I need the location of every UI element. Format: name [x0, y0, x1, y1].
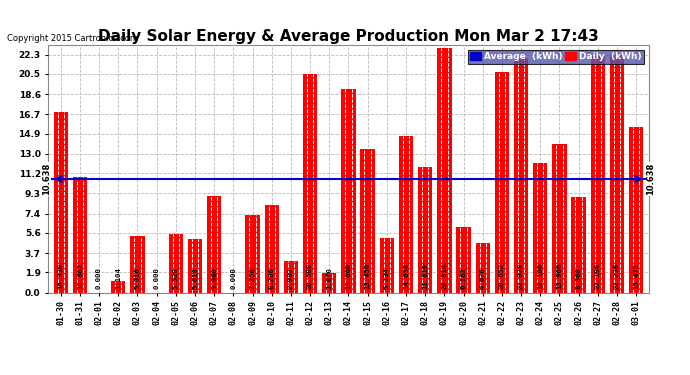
- Bar: [571, 197, 586, 292]
- Bar: [284, 261, 298, 292]
- Text: 10.802: 10.802: [77, 263, 83, 289]
- Bar: [456, 227, 471, 292]
- Text: 1.104: 1.104: [115, 267, 121, 289]
- Text: 10.638: 10.638: [42, 163, 51, 195]
- Text: 9.060: 9.060: [211, 267, 217, 289]
- Text: 5.018: 5.018: [192, 267, 198, 289]
- Text: 16.930: 16.930: [58, 263, 63, 289]
- Text: 5.528: 5.528: [172, 267, 179, 289]
- Text: 13.966: 13.966: [556, 263, 562, 289]
- Bar: [72, 177, 87, 292]
- Text: 8.206: 8.206: [268, 267, 275, 289]
- Bar: [418, 166, 433, 292]
- Bar: [188, 239, 202, 292]
- Text: 15.472: 15.472: [633, 263, 639, 289]
- Bar: [168, 234, 183, 292]
- Text: 0.000: 0.000: [230, 267, 237, 289]
- Text: Copyright 2015 Cartronics.com: Copyright 2015 Cartronics.com: [7, 34, 138, 43]
- Text: 2.982: 2.982: [288, 267, 294, 289]
- Title: Daily Solar Energy & Average Production Mon Mar 2 17:43: Daily Solar Energy & Average Production …: [98, 29, 599, 44]
- Bar: [552, 144, 566, 292]
- Text: 4.676: 4.676: [480, 267, 486, 289]
- Text: 22.196: 22.196: [595, 263, 601, 289]
- Bar: [399, 136, 413, 292]
- Legend: Average  (kWh), Daily  (kWh): Average (kWh), Daily (kWh): [468, 50, 644, 64]
- Text: 22.028: 22.028: [518, 263, 524, 289]
- Text: 13.450: 13.450: [364, 263, 371, 289]
- Text: 0.000: 0.000: [96, 267, 102, 289]
- Text: 22.236: 22.236: [614, 263, 620, 289]
- Bar: [495, 72, 509, 292]
- Bar: [380, 238, 394, 292]
- Bar: [322, 273, 337, 292]
- Text: 14.658: 14.658: [403, 263, 409, 289]
- Text: 6.162: 6.162: [460, 267, 466, 289]
- Text: 19.060: 19.060: [346, 263, 351, 289]
- Bar: [514, 57, 529, 292]
- Bar: [475, 243, 490, 292]
- Bar: [54, 112, 68, 292]
- Bar: [207, 196, 221, 292]
- Text: 22.914: 22.914: [442, 263, 447, 289]
- Text: 10.638: 10.638: [646, 163, 655, 195]
- Bar: [533, 164, 547, 292]
- Bar: [629, 128, 643, 292]
- Bar: [246, 215, 259, 292]
- Text: 7.250: 7.250: [250, 267, 255, 289]
- Bar: [264, 205, 279, 292]
- Bar: [111, 281, 126, 292]
- Bar: [437, 48, 451, 292]
- Text: 5.134: 5.134: [384, 267, 390, 289]
- Text: 20.508: 20.508: [307, 263, 313, 289]
- Bar: [610, 55, 624, 292]
- Text: 5.316: 5.316: [135, 267, 141, 289]
- Text: 1.870: 1.870: [326, 267, 333, 289]
- Bar: [591, 56, 605, 292]
- Bar: [360, 149, 375, 292]
- Text: 12.106: 12.106: [538, 263, 543, 289]
- Text: 0.000: 0.000: [154, 267, 159, 289]
- Text: 20.652: 20.652: [499, 263, 505, 289]
- Text: 8.968: 8.968: [575, 267, 582, 289]
- Bar: [130, 236, 145, 292]
- Text: 11.810: 11.810: [422, 263, 428, 289]
- Bar: [303, 74, 317, 292]
- Bar: [342, 89, 355, 292]
